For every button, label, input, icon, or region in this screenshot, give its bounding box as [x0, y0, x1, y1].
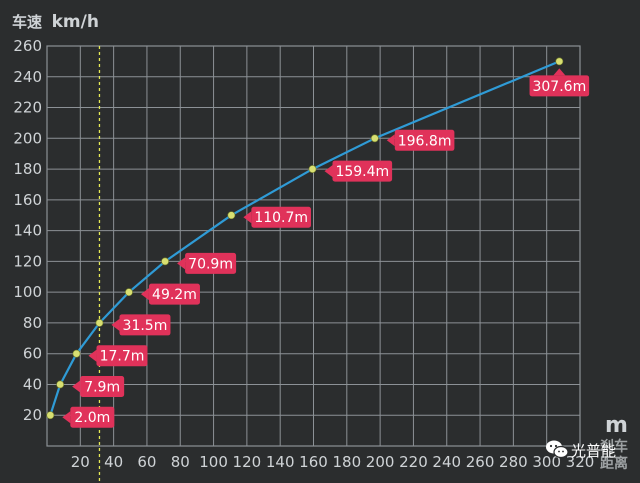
y-axis-label-unit: km/h	[52, 12, 99, 32]
x-tick-label: 160	[299, 453, 328, 471]
data-label-box	[185, 252, 237, 274]
data-label: 159.4m	[324, 160, 393, 182]
data-point	[56, 380, 65, 389]
data-label-text: 70.9m	[188, 256, 233, 272]
wechat-icon	[546, 440, 569, 459]
data-label-text: 49.2m	[152, 287, 197, 303]
x-axis-label-cn-line1: 刹车	[600, 438, 628, 455]
data-label-box	[119, 314, 171, 336]
data-label: 70.9m	[177, 252, 237, 274]
chart-grid	[46, 45, 581, 447]
data-label-text: 17.7m	[100, 349, 145, 365]
data-label-box	[394, 129, 455, 151]
data-label-pointer	[88, 349, 97, 362]
data-labels-group: 2.0m 7.9m 17.7m 31.5m 49.2m 70.9m 110.7m 159.4m…	[62, 68, 590, 428]
data-label-box	[80, 375, 125, 397]
y-tick-label: 100	[13, 283, 42, 301]
x-tick-label: 200	[366, 453, 395, 471]
data-label: 31.5m	[111, 314, 171, 336]
y-tick-label: 40	[23, 375, 42, 393]
data-point	[555, 57, 564, 66]
x-tick-label: 60	[137, 453, 156, 471]
x-tick-label: 180	[332, 453, 361, 471]
data-label-text: 7.9m	[84, 379, 120, 395]
data-label-pointer	[72, 380, 81, 393]
data-label-pointer	[177, 257, 186, 270]
data-label-pointer	[111, 318, 120, 331]
data-label-pointer	[553, 68, 566, 76]
y-tick-label: 60	[23, 345, 42, 363]
y-axis-label-cn: 车速	[12, 13, 42, 31]
series-group	[46, 57, 564, 420]
x-tick-label: 80	[171, 453, 190, 471]
data-label-text: 159.4m	[335, 164, 389, 180]
x-axis-unit-label: m	[605, 413, 628, 438]
data-label: 17.7m	[88, 345, 148, 367]
y-tick-label: 120	[13, 252, 42, 270]
data-point	[95, 319, 104, 327]
data-label-box	[529, 75, 590, 97]
data-label-box	[96, 345, 148, 367]
x-tick-label: 320	[566, 453, 595, 471]
data-point	[72, 349, 81, 358]
x-tick-label: 40	[104, 453, 123, 471]
y-tick-label: 200	[13, 129, 42, 147]
data-label-box	[148, 283, 200, 305]
data-label-text: 2.0m	[74, 410, 110, 426]
data-label: 196.8m	[386, 129, 455, 151]
y-tick-label: 240	[13, 68, 42, 86]
data-point	[46, 411, 55, 420]
data-label-pointer	[62, 411, 71, 424]
x-tick-label: 300	[532, 453, 561, 471]
x-tick-label: 260	[466, 453, 495, 471]
data-point	[308, 165, 317, 173]
data-point	[227, 211, 236, 220]
y-tick-label: 160	[13, 191, 42, 209]
y-tick-label: 140	[13, 222, 42, 240]
data-label-box	[251, 206, 311, 228]
data-label-box	[70, 406, 115, 428]
data-label: 49.2m	[140, 283, 200, 305]
data-label-box	[332, 160, 393, 182]
data-label-pointer	[324, 165, 333, 178]
x-tick-label: 140	[266, 453, 295, 471]
data-label: 7.9m	[72, 375, 125, 397]
data-label: 2.0m	[62, 406, 115, 428]
x-tick-label: 220	[399, 453, 428, 471]
data-label-text: 110.7m	[254, 210, 308, 226]
x-axis-label-cn-line2: 距离	[600, 455, 628, 472]
y-tick-label: 80	[23, 314, 42, 332]
y-tick-label: 180	[13, 160, 42, 178]
data-label-text: 196.8m	[398, 133, 452, 149]
data-label-text: 31.5m	[123, 318, 168, 334]
x-tick-label: 280	[499, 453, 528, 471]
data-label-pointer	[386, 134, 395, 147]
y-axis-label: 车速 km/h	[12, 12, 99, 32]
data-label-text: 307.6m	[532, 79, 586, 95]
data-label: 307.6m	[529, 68, 590, 97]
y-tick-label: 260	[13, 37, 42, 55]
watermark: 光普能	[546, 440, 616, 460]
y-tick-label: 20	[23, 406, 42, 424]
data-point	[161, 257, 169, 266]
x-tick-label: 240	[432, 453, 461, 471]
data-point	[370, 134, 379, 143]
data-label-pointer	[243, 211, 252, 224]
y-axis-ticks: 20 40 60 80 100 120 140 160 180 200 220 240 260	[13, 37, 42, 424]
x-axis-ticks: 20 40 60 80 100 120 140 160 180 200 220 240 260 280 30…	[71, 453, 595, 471]
x-tick-label: 100	[199, 453, 228, 471]
series-line	[49, 60, 560, 416]
data-label-pointer	[140, 288, 149, 301]
data-label: 110.7m	[243, 206, 311, 228]
data-point	[125, 288, 133, 297]
x-tick-label: 120	[233, 453, 262, 471]
x-tick-label: 20	[71, 453, 90, 471]
y-tick-label: 220	[13, 99, 42, 117]
watermark-text: 光普能	[571, 442, 616, 460]
